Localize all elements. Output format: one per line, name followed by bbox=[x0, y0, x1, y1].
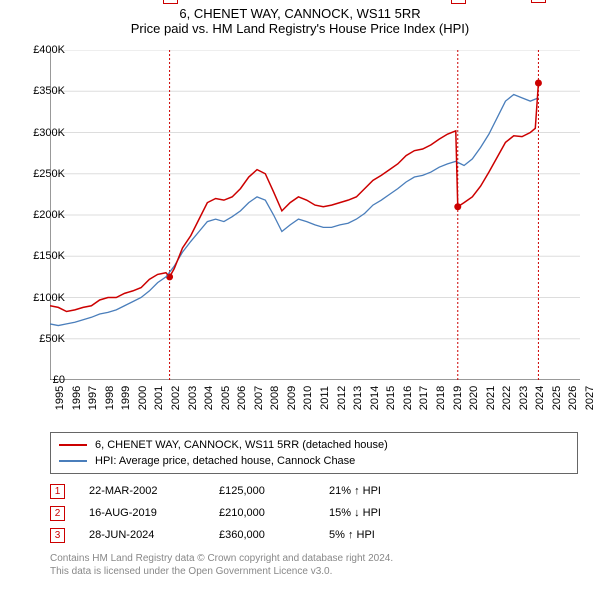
x-axis-label: 2013 bbox=[352, 386, 364, 410]
event-hpi: 15% ↓ HPI bbox=[329, 507, 381, 519]
x-axis-label: 2009 bbox=[286, 386, 298, 410]
event-date: 28-JUN-2024 bbox=[89, 529, 219, 541]
y-axis-label: £350K bbox=[33, 85, 65, 97]
footer-text: Contains HM Land Registry data © Crown c… bbox=[50, 552, 393, 578]
x-axis-label: 1995 bbox=[54, 386, 66, 410]
title-line1: 6, CHENET WAY, CANNOCK, WS11 5RR bbox=[0, 0, 600, 21]
title-line2: Price paid vs. HM Land Registry's House … bbox=[0, 21, 600, 40]
y-axis-label: £150K bbox=[33, 250, 65, 262]
x-axis-label: 2002 bbox=[170, 386, 182, 410]
event-price: £210,000 bbox=[219, 507, 329, 519]
event-price: £360,000 bbox=[219, 529, 329, 541]
y-axis-label: £200K bbox=[33, 209, 65, 221]
events-table: 1 22-MAR-2002£125,00021% ↑ HPI 2 16-AUG-201… bbox=[50, 480, 381, 546]
x-axis-label: 2026 bbox=[567, 386, 579, 410]
x-axis-label: 2005 bbox=[220, 386, 232, 410]
legend-label: 6, CHENET WAY, CANNOCK, WS11 5RR (detach… bbox=[95, 439, 388, 451]
event-row: 2 16-AUG-2019£210,00015% ↓ HPI bbox=[50, 502, 381, 524]
x-axis-label: 1999 bbox=[120, 386, 132, 410]
x-axis-label: 2023 bbox=[518, 386, 530, 410]
x-axis-label: 2025 bbox=[551, 386, 563, 410]
event-hpi: 5% ↑ HPI bbox=[329, 529, 375, 541]
event-num-box: 1 bbox=[50, 484, 65, 499]
x-axis-label: 1996 bbox=[71, 386, 83, 410]
event-hpi: 21% ↑ HPI bbox=[329, 485, 381, 497]
event-date: 16-AUG-2019 bbox=[89, 507, 219, 519]
x-axis-label: 2010 bbox=[302, 386, 314, 410]
x-axis-label: 2016 bbox=[402, 386, 414, 410]
y-axis-label: £50K bbox=[39, 333, 65, 345]
x-axis-label: 2022 bbox=[501, 386, 513, 410]
price-chart bbox=[50, 50, 580, 380]
legend-item: HPI: Average price, detached house, Cann… bbox=[59, 453, 569, 469]
x-axis-label: 1998 bbox=[104, 386, 116, 410]
event-marker-2: 2 bbox=[451, 0, 466, 4]
x-axis-label: 2015 bbox=[385, 386, 397, 410]
x-axis-label: 2020 bbox=[468, 386, 480, 410]
footer-line2: This data is licensed under the Open Gov… bbox=[50, 565, 393, 578]
event-num-box: 2 bbox=[50, 506, 65, 521]
x-axis-label: 2007 bbox=[253, 386, 265, 410]
x-axis-label: 2000 bbox=[137, 386, 149, 410]
x-axis-label: 2021 bbox=[485, 386, 497, 410]
x-axis-label: 2017 bbox=[418, 386, 430, 410]
event-price: £125,000 bbox=[219, 485, 329, 497]
legend-label: HPI: Average price, detached house, Cann… bbox=[95, 455, 355, 467]
y-axis-label: £400K bbox=[33, 44, 65, 56]
x-axis-label: 2004 bbox=[203, 386, 215, 410]
event-num-box: 3 bbox=[50, 528, 65, 543]
y-axis-label: £300K bbox=[33, 127, 65, 139]
legend: 6, CHENET WAY, CANNOCK, WS11 5RR (detach… bbox=[50, 432, 578, 474]
x-axis-label: 2006 bbox=[236, 386, 248, 410]
x-axis-label: 1997 bbox=[87, 386, 99, 410]
y-axis-label: £0 bbox=[53, 374, 65, 386]
x-axis-label: 2024 bbox=[534, 386, 546, 410]
footer-line1: Contains HM Land Registry data © Crown c… bbox=[50, 552, 393, 565]
x-axis-label: 2001 bbox=[153, 386, 165, 410]
event-date: 22-MAR-2002 bbox=[89, 485, 219, 497]
x-axis-label: 2012 bbox=[336, 386, 348, 410]
x-axis-label: 2003 bbox=[187, 386, 199, 410]
x-axis-label: 2011 bbox=[319, 386, 331, 410]
x-axis-label: 2014 bbox=[369, 386, 381, 410]
event-row: 3 28-JUN-2024£360,0005% ↑ HPI bbox=[50, 524, 381, 546]
x-axis-label: 2027 bbox=[584, 386, 596, 410]
x-axis-label: 2019 bbox=[452, 386, 464, 410]
y-axis-label: £250K bbox=[33, 168, 65, 180]
legend-item: 6, CHENET WAY, CANNOCK, WS11 5RR (detach… bbox=[59, 437, 569, 453]
event-marker-1: 1 bbox=[163, 0, 178, 4]
event-marker-3: 3 bbox=[531, 0, 546, 3]
y-axis-label: £100K bbox=[33, 292, 65, 304]
event-row: 1 22-MAR-2002£125,00021% ↑ HPI bbox=[50, 480, 381, 502]
x-axis-label: 2018 bbox=[435, 386, 447, 410]
x-axis-label: 2008 bbox=[269, 386, 281, 410]
